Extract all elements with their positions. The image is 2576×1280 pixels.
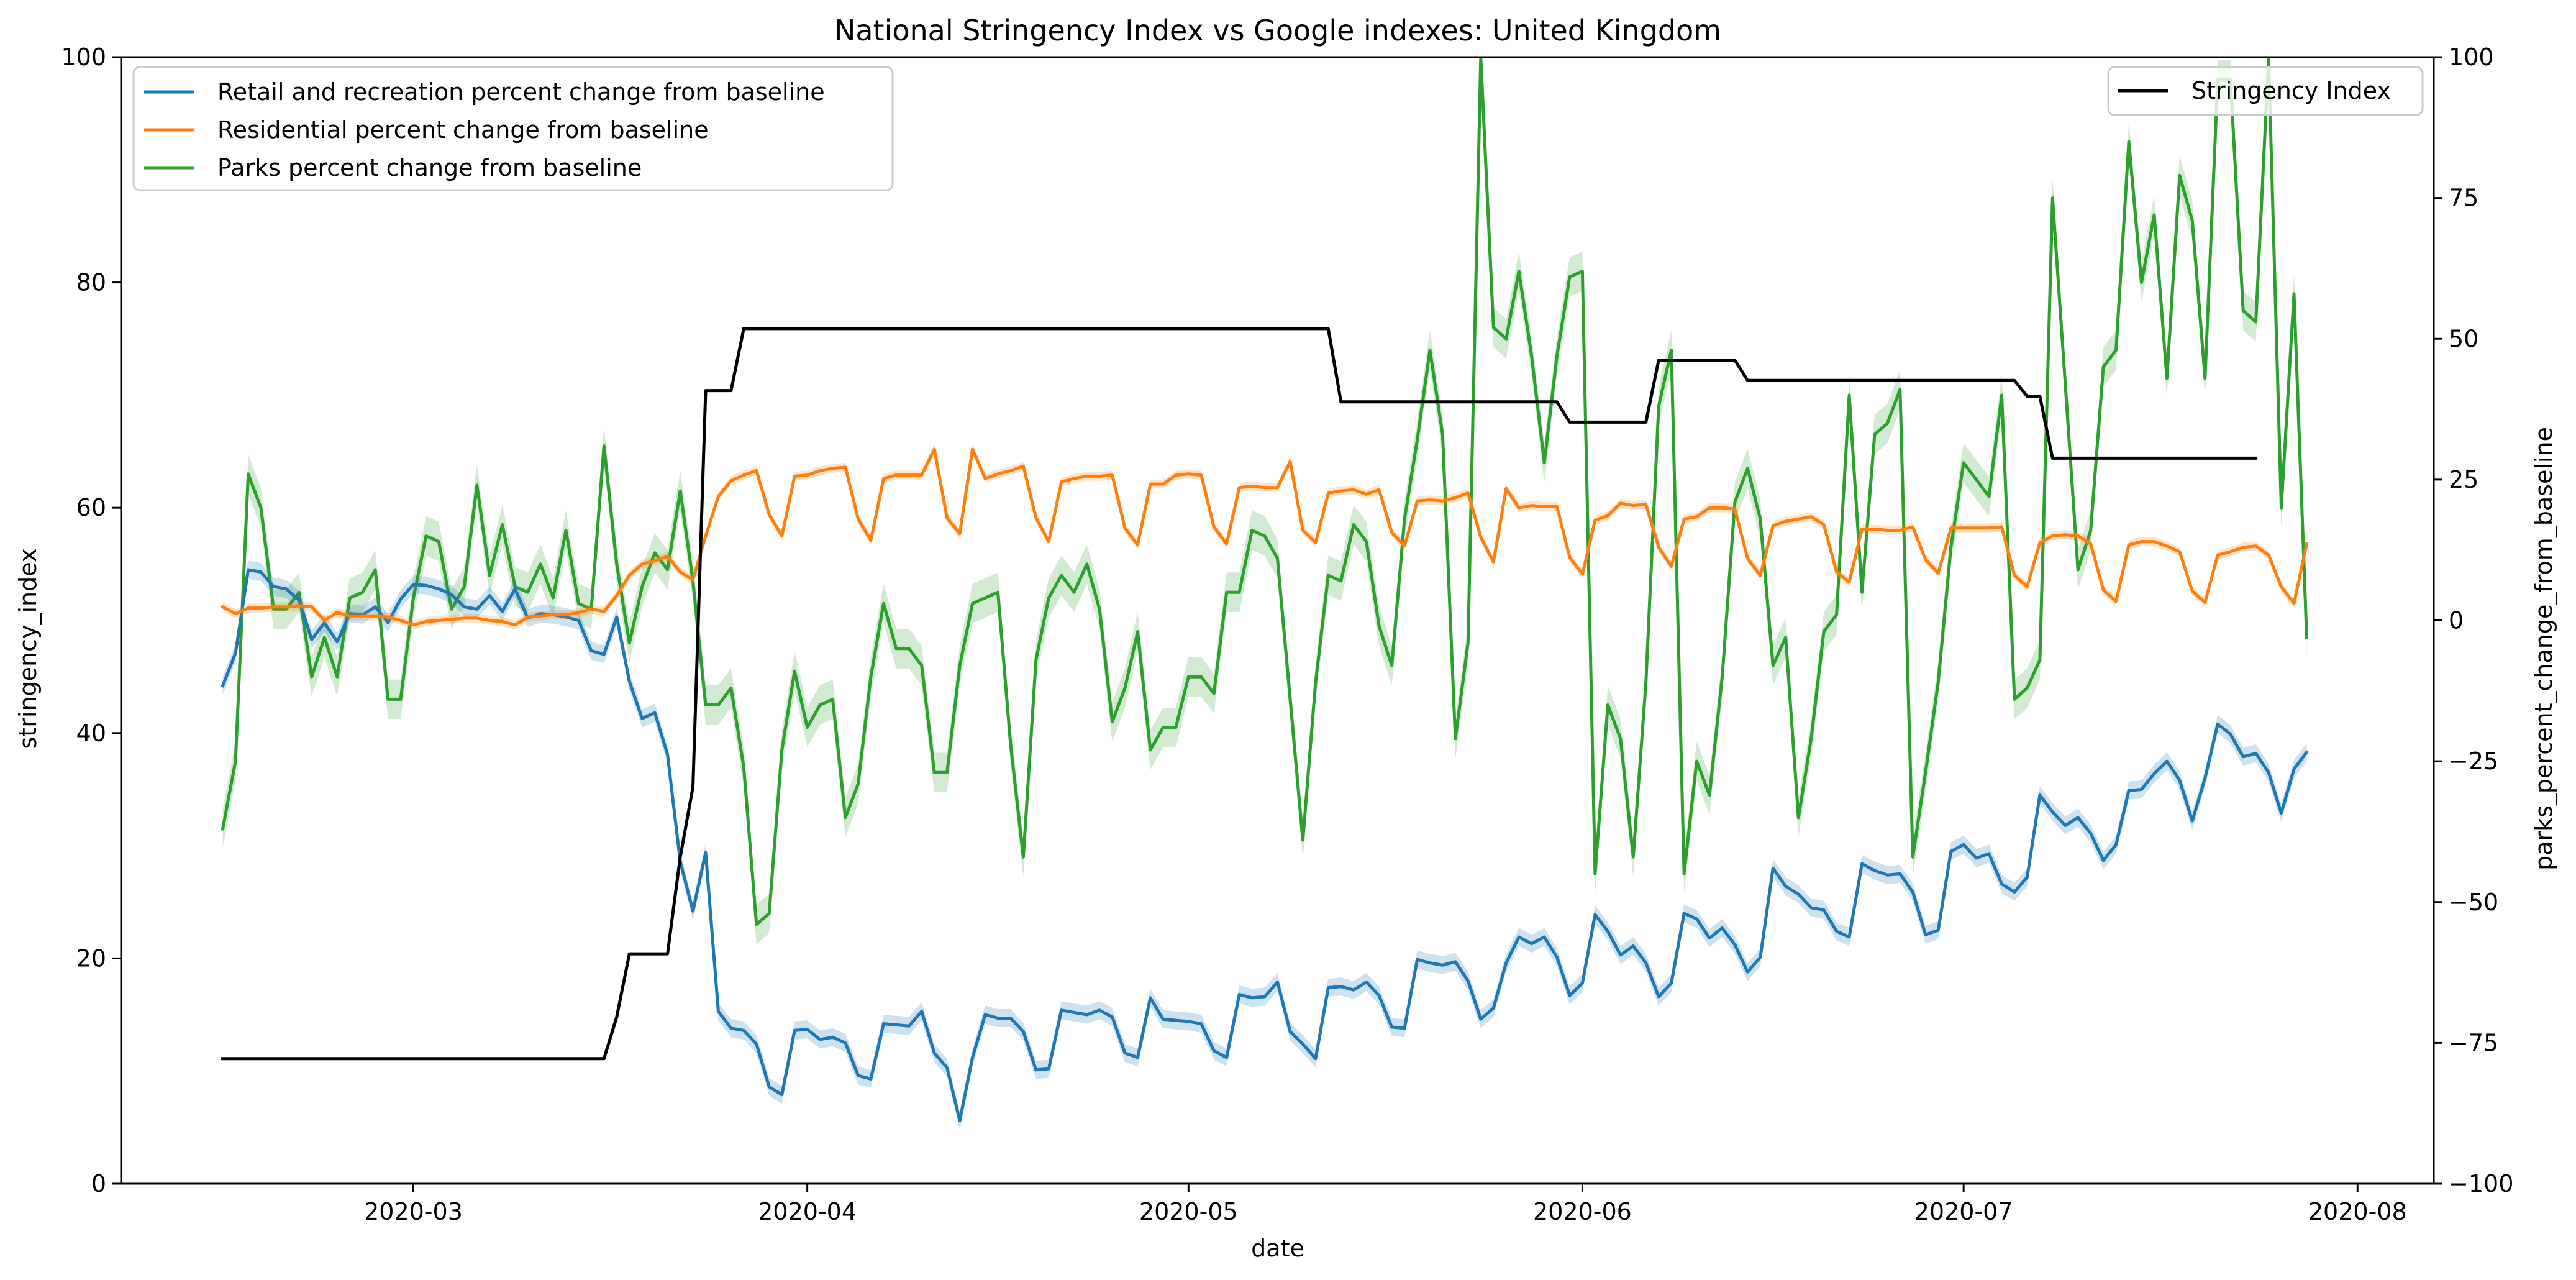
legend-left: Retail and recreation percent change fro…: [132, 66, 894, 191]
left-y-tick-label: 60: [76, 494, 106, 521]
right-y-tick-label: 25: [2449, 466, 2478, 493]
series-band-retail-and-recreation-percent-change-from-baseline: [222, 560, 2307, 1130]
right-y-tick-label: −50: [2449, 889, 2498, 916]
x-tick-label: 2020-08: [2308, 1198, 2407, 1225]
right-y-tick-label: 50: [2449, 325, 2478, 352]
legend-label-residential-percent-change-from-baseline: Residential percent change from baseline: [217, 116, 709, 144]
x-tick-label: 2020-04: [758, 1198, 857, 1225]
series-line-parks-percent-change-from-baseline: [221, 57, 2308, 926]
right-y-tick-label: −100: [2449, 1170, 2513, 1197]
legend-right-box: [2107, 66, 2424, 116]
left-y-tick-label: 100: [61, 43, 106, 71]
right-y-axis-label: parks_percent_change_from_baseline: [2530, 427, 2557, 871]
chart-title: National Stringency Index vs Google inde…: [834, 14, 1721, 47]
legend-label-retail-and-recreation-percent-change-from-baseline: Retail and recreation percent change fro…: [217, 78, 825, 106]
x-tick-label: 2020-07: [1914, 1198, 2013, 1225]
right-y-tick-label: −25: [2449, 747, 2498, 775]
plot-area: [221, 57, 2309, 1130]
right-y-tick-label: 100: [2449, 43, 2494, 71]
series-line-residential-percent-change-from-baseline: [221, 447, 2309, 627]
left-y-tick-label: 80: [76, 269, 106, 296]
left-y-tick-label: 0: [91, 1170, 106, 1197]
x-tick-label: 2020-05: [1139, 1198, 1238, 1225]
left-y-tick-label: 40: [76, 720, 106, 747]
left-y-tick-label: 20: [76, 944, 106, 972]
series-line-retail-and-recreation-percent-change-from-baseline: [221, 568, 2309, 1122]
legend-right: Stringency Index: [2107, 66, 2424, 116]
x-tick-label: 2020-06: [1533, 1198, 1632, 1225]
x-tick-label: 2020-03: [364, 1198, 463, 1225]
right-y-tick-label: 75: [2449, 185, 2478, 212]
series-line-stringency-index: [221, 327, 2258, 1061]
x-axis-label: date: [1251, 1235, 1304, 1262]
right-y-tick-label: 0: [2449, 607, 2464, 634]
axes: 2020-03 2020-04 2020-05 2020-06 2020-07 2020-…: [61, 43, 2513, 1225]
right-y-tick-label: −75: [2449, 1029, 2498, 1056]
legend-left-box: [132, 66, 894, 191]
left-y-axis-label: stringency_index: [14, 549, 42, 749]
legend-label-stringency-index: Stringency Index: [2191, 77, 2391, 104]
legend-label-parks-percent-change-from-baseline: Parks percent change from baseline: [217, 154, 642, 181]
